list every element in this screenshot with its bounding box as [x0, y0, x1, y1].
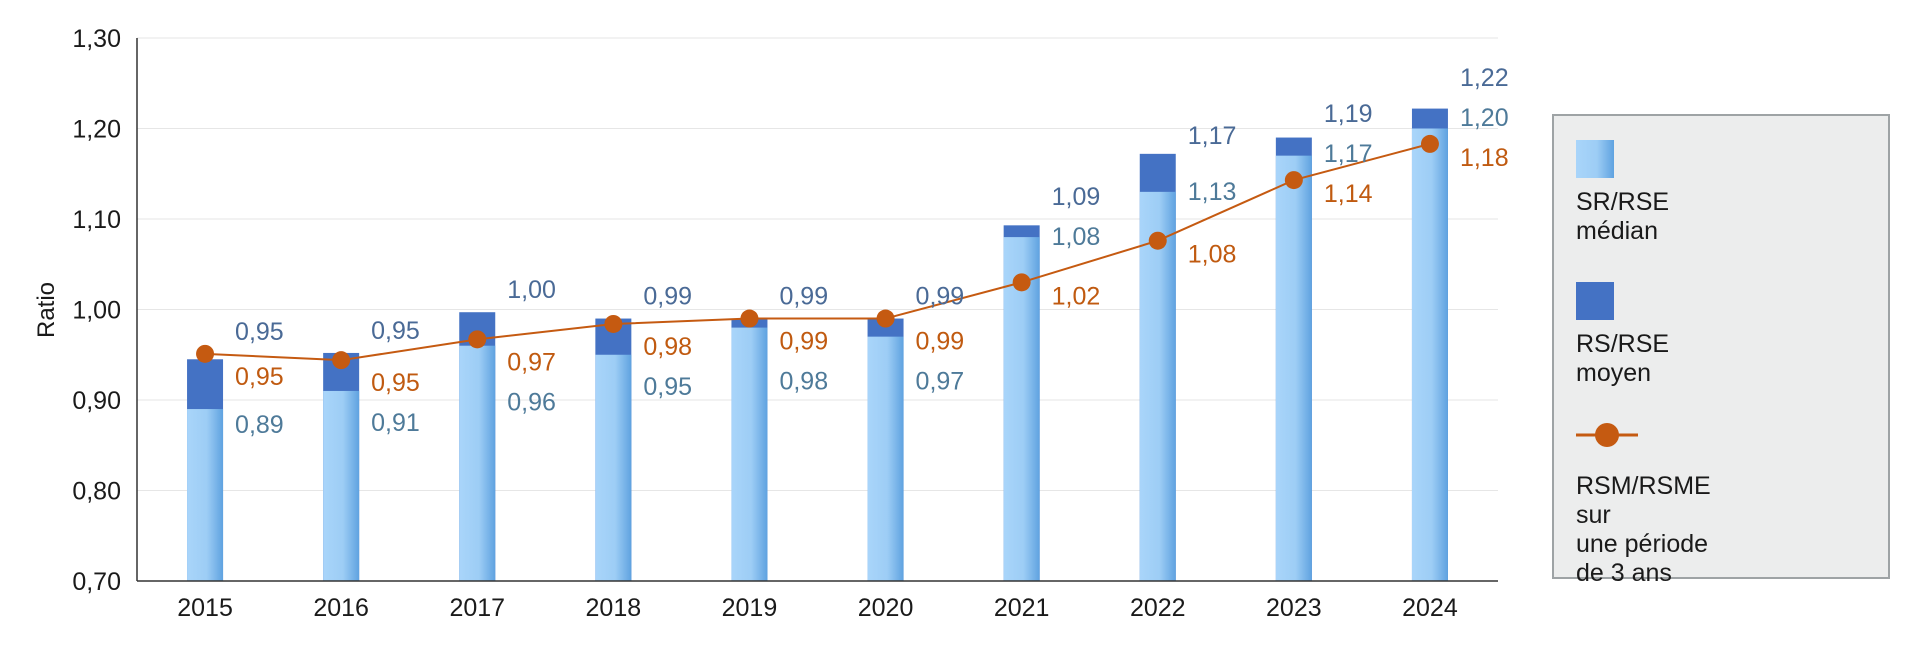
data-label-median: 1,13	[1188, 178, 1237, 206]
data-label-line: 0,99	[779, 328, 828, 356]
x-tick-label: 2018	[586, 594, 642, 622]
data-label-line: 1,18	[1460, 144, 1509, 172]
legend-label-mean: RS/RSE moyen	[1576, 330, 1670, 387]
data-label-line: 0,95	[371, 369, 420, 397]
data-label-median: 0,91	[371, 409, 420, 437]
data-label-mean: 1,09	[1052, 183, 1101, 211]
trend-point-2020	[876, 309, 895, 328]
x-tick-label: 2023	[1266, 594, 1322, 622]
bar-median-2020	[867, 336, 904, 581]
chart-plot: 0,70 0,80 0,90 1,00 1,10 1,20 1,30 2015 2016 2017…	[33, 25, 1509, 622]
bar-median-2021	[1003, 237, 1040, 581]
data-label-line: 0,97	[507, 348, 556, 376]
y-tick-label: 1,20	[72, 116, 121, 144]
axes: 0,70 0,80 0,90 1,00 1,10 1,20 1,30 2015 2016 2017…	[72, 25, 1498, 622]
trend-point-2017	[468, 330, 487, 349]
data-label-mean: 0,99	[779, 283, 828, 311]
data-label-mean: 0,95	[371, 317, 420, 345]
data-label-mean: 1,00	[507, 276, 556, 304]
data-label-line: 0,98	[643, 333, 692, 361]
x-tick-label: 2019	[722, 594, 778, 622]
x-tick-label: 2022	[1130, 594, 1186, 622]
bar-median-2022	[1139, 191, 1176, 581]
data-label-median: 0,95	[643, 373, 692, 401]
grid-lines	[137, 37, 1498, 491]
x-tick-label: 2017	[449, 594, 505, 622]
trend-point-2016	[332, 351, 351, 370]
data-label-median: 1,08	[1052, 223, 1101, 251]
data-labels: 0,95 0,89 0,95 0,95 0,91 0,95 1,00 0,96 0,97 0,99…	[235, 64, 1509, 439]
legend: SR/RSE médian RS/RSE moyen RSM/RSME sur …	[1552, 114, 1890, 587]
y-tick-label: 1,10	[72, 206, 121, 234]
trend-point-2024	[1420, 134, 1439, 153]
trend-point-2021	[1012, 273, 1031, 292]
bar-median-2015	[187, 409, 224, 581]
bar-median-2019	[731, 327, 768, 581]
y-tick-label: 1,00	[72, 297, 121, 325]
data-label-mean: 1,17	[1188, 122, 1237, 150]
bar-median-2018	[595, 354, 632, 581]
data-label-median: 1,17	[1324, 140, 1373, 168]
legend-label-median: SR/RSE médian	[1576, 188, 1670, 245]
data-label-line: 1,14	[1324, 180, 1373, 208]
data-label-mean: 1,19	[1324, 100, 1373, 128]
trend-point-2023	[1284, 171, 1303, 190]
x-tick-label: 2020	[858, 594, 914, 622]
bar-median-2016	[323, 390, 360, 581]
trend-point-2018	[604, 314, 623, 333]
data-label-median: 0,89	[235, 411, 284, 439]
y-tick-label: 0,70	[72, 568, 121, 596]
x-tick-label: 2016	[313, 594, 369, 622]
bar-median-2024	[1411, 128, 1448, 581]
legend-swatch-line	[1576, 423, 1638, 447]
legend-label-line: RSM/RSME sur une période de 3 ans	[1576, 472, 1711, 587]
x-tick-label: 2024	[1402, 594, 1458, 622]
trend-point-2019	[740, 309, 759, 328]
data-label-line: 1,08	[1188, 241, 1237, 269]
data-label-line: 1,02	[1052, 282, 1101, 310]
trend-point-2015	[196, 344, 215, 363]
y-tick-label: 0,80	[72, 478, 121, 506]
y-tick-label: 1,30	[72, 25, 121, 53]
trend-point-2022	[1148, 231, 1167, 250]
legend-swatch-mean	[1576, 282, 1614, 320]
data-label-median: 0,96	[507, 388, 556, 416]
data-label-mean: 0,95	[235, 318, 284, 346]
trend-line	[196, 134, 1439, 370]
y-axis-title: Ratio	[33, 282, 60, 338]
legend-swatch-median	[1576, 140, 1614, 178]
data-label-median: 0,98	[779, 368, 828, 396]
bar-median-2017	[459, 345, 496, 581]
bar-median-2023	[1275, 155, 1312, 581]
bars	[187, 108, 1448, 582]
data-label-mean: 1,22	[1460, 64, 1509, 92]
x-tick-label: 2021	[994, 594, 1050, 622]
y-tick-label: 0,90	[72, 387, 121, 415]
trend-line-path	[205, 142, 1431, 362]
data-label-line: 0,95	[235, 363, 284, 391]
data-label-mean: 0,99	[916, 283, 965, 311]
data-label-line: 0,99	[916, 328, 965, 356]
data-label-median: 0,97	[916, 368, 965, 396]
data-label-median: 1,20	[1460, 104, 1509, 132]
data-label-mean: 0,99	[643, 283, 692, 311]
x-tick-label: 2015	[177, 594, 233, 622]
